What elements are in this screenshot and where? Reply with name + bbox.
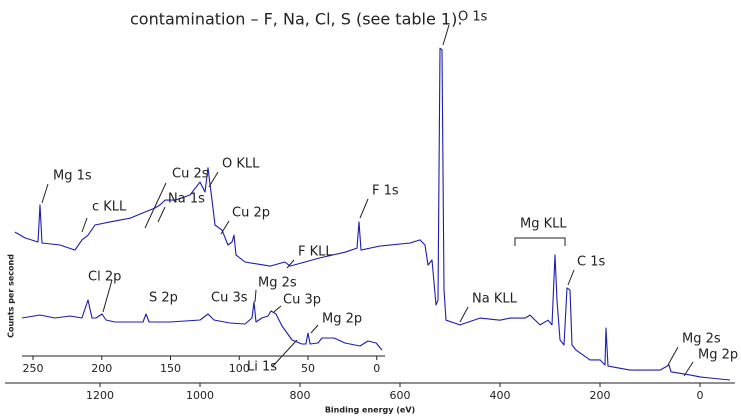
x-tick-label: 400 <box>490 389 511 402</box>
x-tick-label: 50 <box>301 362 315 375</box>
x-tick-label: 0 <box>373 362 380 375</box>
caption-text: contamination – F, Na, Cl, S (see table … <box>130 10 462 29</box>
peak-label: Na KLL <box>472 292 518 307</box>
leader-line <box>271 339 298 368</box>
x-tick-label: 200 <box>91 362 112 375</box>
peak-label: Na 1s <box>168 192 205 207</box>
peak-label: O KLL <box>222 157 260 172</box>
peak-label: Cu 2s <box>172 167 209 182</box>
x-tick-label: 100 <box>229 362 250 375</box>
leader-line <box>459 306 469 323</box>
leader-line <box>286 259 295 269</box>
peak-label: S 2p <box>149 291 178 306</box>
leader-line <box>41 183 49 204</box>
x-tick-label: 1000 <box>186 389 214 402</box>
leader-line <box>102 279 113 313</box>
y-axis-title: Counts per second <box>7 254 16 338</box>
leader-line <box>442 24 450 46</box>
x-tick-label: 0 <box>697 389 704 402</box>
leader-line <box>208 171 219 188</box>
peak-label: Mg KLL <box>520 217 567 232</box>
peak-label: Mg 2p <box>698 348 738 363</box>
leader-line <box>81 217 88 233</box>
bracket <box>514 237 566 246</box>
leader-line <box>359 198 369 219</box>
peak-label: O 1s <box>458 10 488 25</box>
leader-line <box>667 346 679 366</box>
x-tick-label: 200 <box>590 389 611 402</box>
peak-label: Mg 2s <box>258 276 297 291</box>
leader-line <box>683 361 694 377</box>
peak-label: c KLL <box>92 200 127 215</box>
peak-label: Mg 1s <box>53 169 92 184</box>
x-tick-label: 150 <box>160 362 181 375</box>
leader-line <box>254 289 257 303</box>
spectrum-line <box>14 47 731 381</box>
leader-line <box>144 182 167 229</box>
x-tick-label: 800 <box>290 389 311 402</box>
peak-label: Mg 2p <box>322 312 362 327</box>
peak-label: F 1s <box>372 184 399 199</box>
leader-line <box>273 305 282 313</box>
x-tick-label: 1200 <box>86 389 114 402</box>
peak-label: Cu 2p <box>232 206 270 221</box>
x-tick-label: 600 <box>390 389 411 402</box>
spectrum-line <box>21 299 383 351</box>
x-tick-label: 250 <box>23 362 44 375</box>
leader-line <box>157 206 166 223</box>
peak-label: Cu 3p <box>283 293 321 308</box>
leader-line <box>220 220 230 235</box>
leader-line <box>310 324 319 334</box>
peak-label: Li 1s <box>247 360 277 375</box>
peak-label: Cl 2p <box>88 270 121 285</box>
x-axis-title: Binding energy (eV) <box>325 406 415 415</box>
peak-label: Cu 3s <box>211 291 248 306</box>
peak-label: Mg 2s <box>682 332 721 347</box>
leader-line <box>567 269 575 286</box>
peak-label: F KLL <box>298 245 333 260</box>
peak-label: C 1s <box>577 255 605 270</box>
